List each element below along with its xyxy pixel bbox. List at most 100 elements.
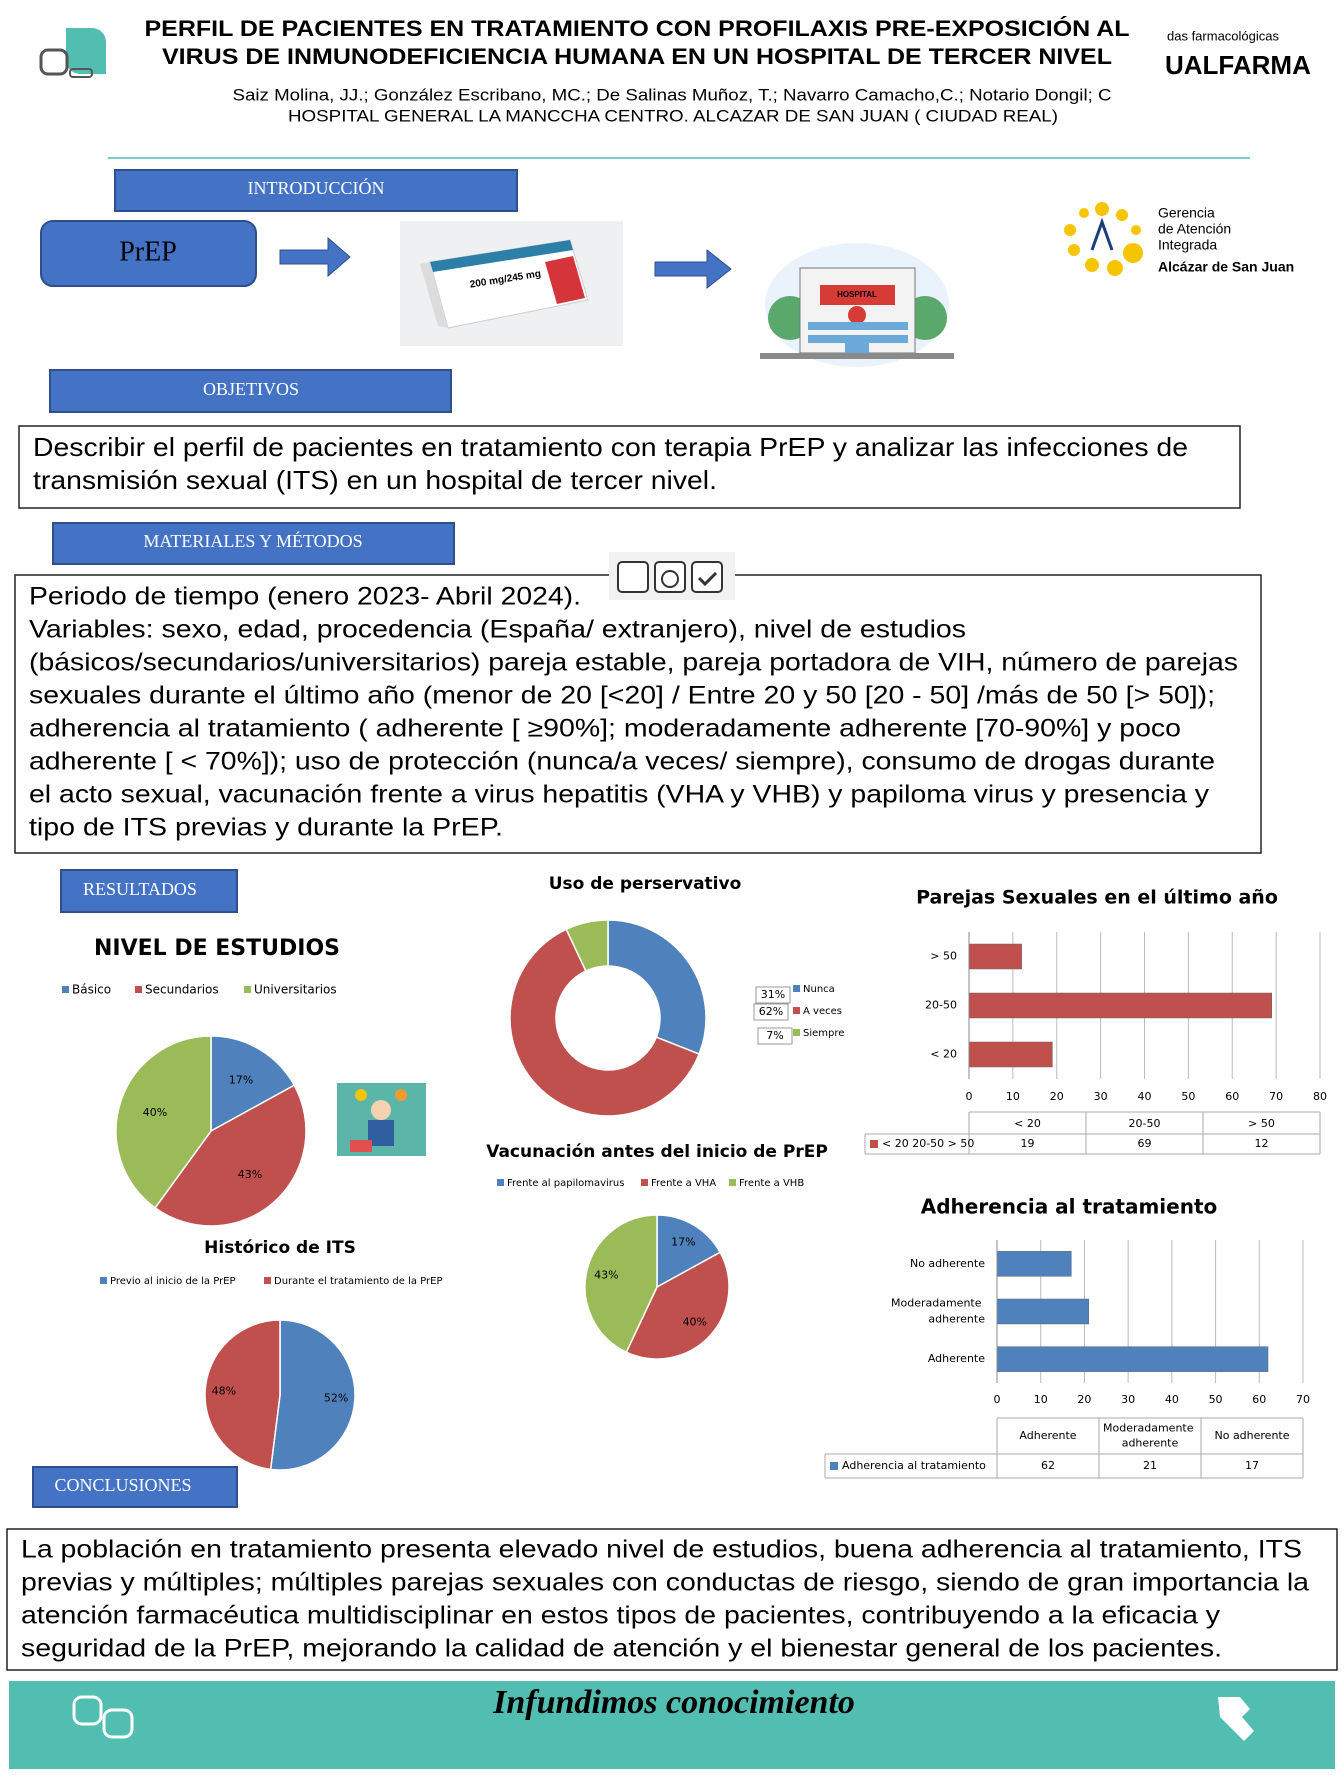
data-label: 52% <box>324 1392 348 1405</box>
data-label-box <box>757 1027 793 1045</box>
legend-label: < 20 20-50 > 50 <box>882 1137 974 1150</box>
data-label: 17% <box>671 1235 695 1248</box>
footer-icon <box>1218 1697 1254 1741</box>
legend-swatch <box>497 1179 504 1186</box>
pie-slice <box>607 919 707 1056</box>
legend-label: Previo al inicio de la PrEP <box>110 1276 236 1287</box>
logo-left <box>39 28 106 78</box>
pie-slice <box>584 1214 658 1354</box>
pie-slice <box>656 1214 722 1289</box>
legend-label: Nunca <box>803 984 835 995</box>
x-tick-label: 10 <box>1034 1393 1048 1406</box>
chart-title: Histórico de ITS <box>204 1238 356 1258</box>
gerencia-logo <box>1064 202 1143 276</box>
pie-slice <box>509 928 701 1117</box>
section-heading-box <box>49 369 452 413</box>
gerencia-text: Gerencia <box>1158 205 1215 221</box>
legend-swatch <box>830 1462 838 1470</box>
pie-slice <box>204 1319 281 1471</box>
y-tick-label: Adherente <box>928 1352 985 1365</box>
text-box <box>18 425 1241 509</box>
legend-label: Adherencia al tratamiento <box>842 1459 986 1472</box>
legend-label: Siempre <box>803 1028 844 1039</box>
chart-title: Parejas Sexuales en el último año <box>916 887 1278 909</box>
data-label: 48% <box>212 1384 236 1397</box>
x-tick-label: 20 <box>1077 1393 1091 1406</box>
x-tick-label: 60 <box>1225 1090 1239 1103</box>
pie-slice <box>565 919 609 972</box>
data-label: 7% <box>766 1029 783 1042</box>
paragraph-line: adherente [ < 70%]); uso de protección (… <box>29 748 1215 776</box>
chart-title: Vacunación antes del inicio de PrEP <box>486 1142 828 1162</box>
x-tick-label: 40 <box>1138 1090 1152 1103</box>
data-label-box <box>753 1003 789 1021</box>
x-tick-label: 30 <box>1094 1090 1108 1103</box>
table-value: 62 <box>1041 1459 1055 1472</box>
paragraph-line: sexuales durante el último año (menor de… <box>29 682 1215 710</box>
x-tick-label: 80 <box>1313 1090 1327 1103</box>
data-label: 17% <box>229 1073 253 1086</box>
authors: Saiz Molina, JJ.; González Escribano, MC… <box>233 85 1112 104</box>
x-tick-label: 0 <box>994 1393 1001 1406</box>
section-heading: RESULTADOS <box>83 879 197 899</box>
paragraph-line: previas y múltiples; múltiples parejas s… <box>21 1569 1309 1597</box>
legend-swatch <box>641 1179 648 1186</box>
bar <box>996 1298 1090 1325</box>
y-tick-label: Moderadamente adherente <box>891 1297 985 1326</box>
y-tick-label: > 50 <box>930 950 957 963</box>
legend-label: Universitarios <box>254 983 337 997</box>
section-heading: INTRODUCCIÓN <box>248 177 385 198</box>
medicine-photo <box>400 221 623 346</box>
gerencia-text: de Atención <box>1158 221 1231 237</box>
paragraph-line: (básicos/secundarios/universitarios) par… <box>29 649 1238 677</box>
table-header: < 20 <box>1014 1117 1041 1130</box>
legend-swatch <box>100 1277 107 1284</box>
table-value: 17 <box>1245 1459 1259 1472</box>
pie-slice <box>269 1319 356 1471</box>
bar <box>968 992 1272 1019</box>
chart-title: Adherencia al tratamiento <box>921 1195 1218 1219</box>
paragraph-line: Describir el perfil de pacientes en trat… <box>33 432 1188 462</box>
legend-swatch <box>870 1140 878 1148</box>
pie-slice <box>210 1035 296 1133</box>
data-label-box <box>755 986 791 1004</box>
legend-swatch <box>793 1007 800 1014</box>
y-tick-label: < 20 <box>930 1048 957 1061</box>
legend-label: Básico <box>72 983 111 997</box>
section-heading: OBJETIVOS <box>203 379 299 399</box>
x-tick-label: 30 <box>1121 1393 1135 1406</box>
footer-logo <box>72 1695 134 1739</box>
paragraph-line: atención farmacéutica multidisciplinar e… <box>21 1602 1221 1630</box>
text-box <box>6 1528 1338 1671</box>
paragraph-line: adherencia al tratamiento ( adherente [ … <box>29 715 1181 743</box>
prep-label: PrEP <box>119 236 177 267</box>
section-heading-box <box>114 169 518 212</box>
footer-band <box>9 1681 1335 1769</box>
bar <box>996 1346 1269 1372</box>
paragraph-line: tipo de ITS previas y durante la PrEP. <box>29 814 503 842</box>
data-label: 43% <box>594 1269 618 1282</box>
legend-label: Frente a VHB <box>739 1178 804 1189</box>
pie-slice <box>115 1035 212 1209</box>
bar <box>996 1251 1072 1277</box>
legend-label: Secundarios <box>145 983 219 997</box>
gerencia-text: Integrada <box>1158 237 1217 253</box>
data-label: 40% <box>683 1315 707 1328</box>
hospital: HOSPITAL GENERAL LA MANCCHA CENTRO. ALCA… <box>288 106 1058 125</box>
legend-swatch <box>729 1179 736 1186</box>
legend-swatch <box>264 1277 271 1284</box>
arrow <box>279 236 351 278</box>
x-tick-label: 50 <box>1209 1393 1223 1406</box>
logo-right-brand: UALFARMA <box>1165 50 1311 80</box>
pie-slice <box>625 1251 730 1360</box>
prep-box <box>40 220 257 287</box>
paragraph-line: Periodo de tiempo (enero 2023- Abril 202… <box>29 583 581 611</box>
paragraph-line: La población en tratamiento presenta ele… <box>21 1536 1302 1564</box>
hospital-illustration <box>760 243 954 367</box>
title-line: PERFIL DE PACIENTES EN TRATAMIENTO CON P… <box>145 16 1130 41</box>
data-label: 43% <box>238 1168 262 1181</box>
x-tick-label: 50 <box>1181 1090 1195 1103</box>
x-tick-label: 60 <box>1252 1393 1266 1406</box>
x-tick-label: 70 <box>1296 1393 1310 1406</box>
